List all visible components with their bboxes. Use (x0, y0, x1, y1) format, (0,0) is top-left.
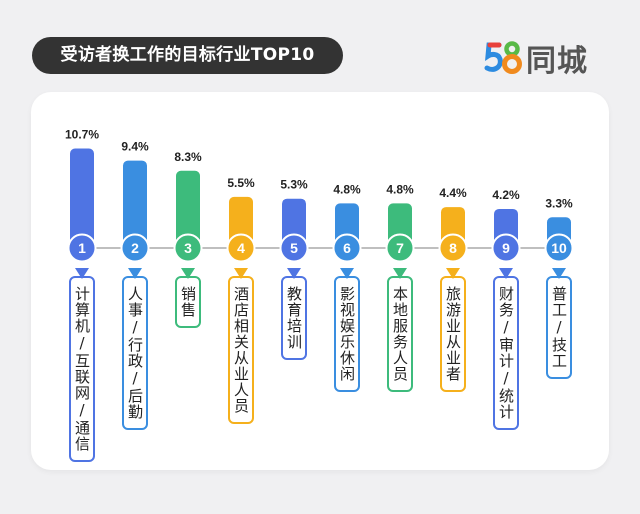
category-label-box: 酒店相关从业人员 (228, 276, 254, 424)
rank-number: 2 (131, 240, 139, 256)
category-label: 本地服务人员 (391, 286, 409, 382)
bar-3 (176, 170, 200, 248)
pointer-arrow-icon (287, 268, 301, 279)
pointer-arrow-icon (552, 268, 566, 279)
pointer-arrow-icon (393, 268, 407, 279)
category-label: 教育培训 (285, 286, 303, 350)
pointer-arrow-icon (234, 268, 248, 279)
pointer-arrow-icon (340, 268, 354, 279)
category-label-box: 本地服务人员 (387, 276, 413, 392)
category-label-box: 财务/审计/统计 (493, 276, 519, 430)
value-label: 4.4% (439, 186, 467, 200)
rank-number: 6 (343, 240, 351, 256)
category-label: 人事/行政/后勤 (126, 286, 144, 420)
rank-number: 9 (502, 240, 510, 256)
category-label-box: 教育培训 (281, 276, 307, 360)
rank-number: 3 (184, 240, 192, 256)
bar-1 (70, 148, 94, 248)
value-label: 5.3% (280, 178, 308, 192)
rank-badge (279, 233, 309, 263)
rank-badge (544, 233, 574, 263)
rank-badge (491, 233, 521, 263)
value-label: 9.4% (121, 140, 149, 154)
category-label: 酒店相关从业人员 (232, 286, 250, 414)
category-label: 计算机/互联网/通信 (73, 286, 91, 452)
value-label: 8.3% (174, 150, 202, 164)
rank-number: 8 (449, 240, 457, 256)
rank-badge (385, 233, 415, 263)
logo-text: 同城 (526, 44, 588, 79)
rank-badge (332, 233, 362, 263)
value-label: 3.3% (545, 196, 573, 210)
rank-badge (438, 233, 468, 263)
rank-badge (226, 233, 256, 263)
brand-logo: 同城 (484, 40, 588, 79)
rank-badge (67, 233, 97, 263)
category-label-box: 旅游业从业者 (440, 276, 466, 392)
rank-number: 10 (551, 240, 567, 256)
value-label: 10.7% (65, 127, 99, 141)
category-label: 旅游业从业者 (444, 286, 462, 382)
chart-title: 受访者换工作的目标行业TOP10 (32, 37, 343, 74)
category-label: 销售 (179, 286, 197, 318)
value-label: 4.8% (333, 182, 361, 196)
category-label-box: 计算机/互联网/通信 (69, 276, 95, 462)
category-label-box: 影视娱乐休闲 (334, 276, 360, 392)
logo-58-icon (484, 41, 522, 74)
pointer-arrow-icon (75, 268, 89, 279)
rank-number: 4 (237, 240, 245, 256)
rank-badge (173, 233, 203, 263)
rank-badge (120, 233, 150, 263)
value-label: 4.2% (492, 188, 520, 202)
rank-number: 5 (290, 240, 298, 256)
pointer-arrow-icon (181, 268, 195, 279)
bar-2 (123, 160, 147, 248)
category-label: 普工/技工 (550, 286, 568, 369)
rank-number: 1 (78, 240, 86, 256)
value-label: 4.8% (386, 182, 414, 196)
pointer-arrow-icon (446, 268, 460, 279)
category-label: 财务/审计/统计 (497, 286, 515, 420)
category-label: 影视娱乐休闲 (338, 286, 356, 382)
pointer-arrow-icon (499, 268, 513, 279)
rank-number: 7 (396, 240, 404, 256)
value-label: 5.5% (227, 176, 255, 190)
pointer-arrow-icon (128, 268, 142, 279)
